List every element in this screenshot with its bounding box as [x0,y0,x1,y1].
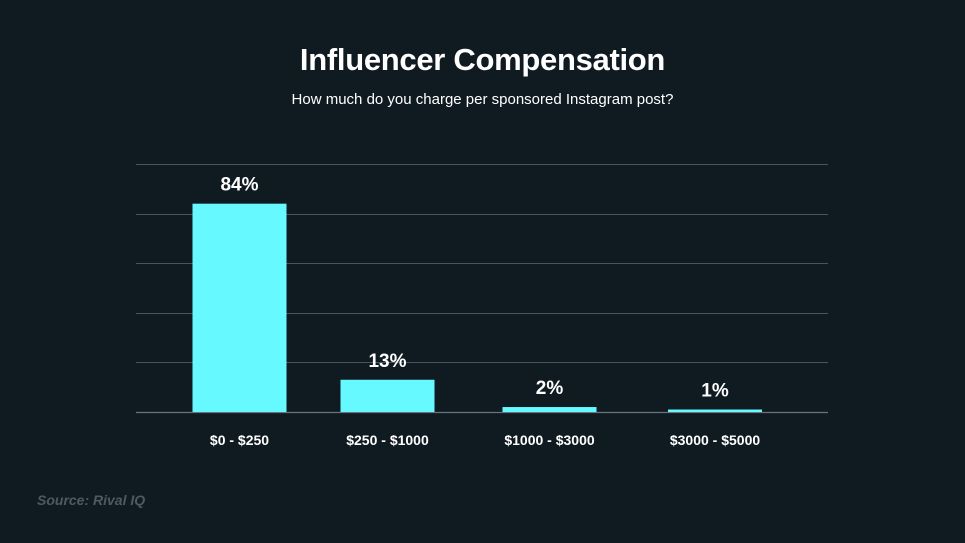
chart-subtitle: How much do you charge per sponsored Ins… [291,91,674,108]
bar-value-label: 13% [368,351,406,372]
bar [340,379,435,412]
category-tick-labels: $0 - $250 $250 - $1000 $1000 - $3000 $3000 … [210,432,760,448]
bar [502,407,597,412]
source-note: Source: Rival IQ [37,492,146,508]
bar-value-label: 1% [701,381,729,402]
x-tick-label: $0 - $250 [210,432,269,448]
bar-value-label: 84% [220,175,258,196]
chart-title: Influencer Compensation [299,42,666,77]
bar [192,203,287,412]
bars [192,203,762,412]
x-tick-label: $250 - $1000 [346,432,429,448]
value-labels: 84% 13% 2% 1% [220,175,728,402]
x-tick-label: $1000 - $3000 [504,432,595,448]
bar-value-label: 2% [536,378,564,399]
x-tick-label: $3000 - $5000 [670,432,761,448]
bar [668,409,762,412]
